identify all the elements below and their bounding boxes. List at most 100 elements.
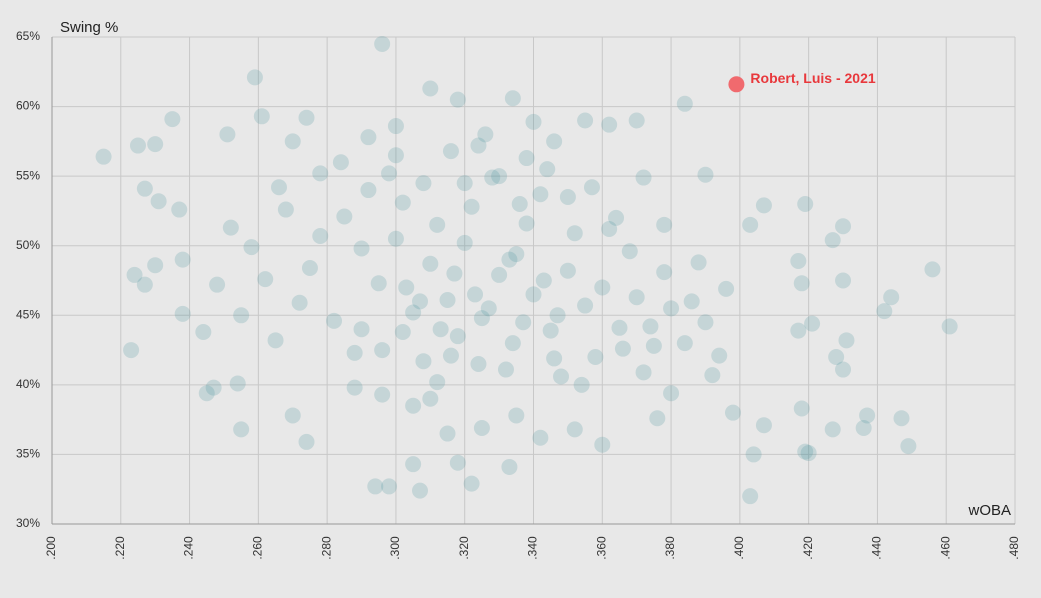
point xyxy=(367,478,384,495)
point xyxy=(608,209,625,226)
point xyxy=(209,276,226,293)
point xyxy=(525,286,542,303)
point xyxy=(539,161,556,178)
point xyxy=(797,195,814,212)
point xyxy=(198,385,215,402)
point xyxy=(676,335,693,352)
point xyxy=(412,482,429,499)
point xyxy=(336,208,353,225)
point xyxy=(635,364,652,381)
point xyxy=(243,239,260,256)
point xyxy=(697,166,714,183)
point xyxy=(793,400,810,417)
point xyxy=(477,126,494,143)
point xyxy=(742,488,759,505)
x-tick-label: .420 xyxy=(801,536,815,560)
point xyxy=(724,404,741,421)
x-tick-label: .460 xyxy=(938,536,952,560)
x-axis-title: wOBA xyxy=(967,502,1011,519)
point xyxy=(546,350,563,367)
point xyxy=(253,108,270,125)
point xyxy=(429,374,446,391)
point xyxy=(432,321,449,338)
point xyxy=(635,169,652,186)
point xyxy=(824,421,841,438)
point xyxy=(470,355,487,372)
point xyxy=(123,342,140,359)
point xyxy=(566,421,583,438)
point xyxy=(422,390,439,407)
point xyxy=(267,332,284,349)
point xyxy=(601,116,618,133)
point xyxy=(491,168,508,185)
y-tick-label: 45% xyxy=(16,307,40,321)
x-tick-label: .340 xyxy=(526,536,540,560)
point xyxy=(312,227,329,244)
point xyxy=(755,417,772,434)
point xyxy=(473,310,490,327)
point xyxy=(284,133,301,150)
point xyxy=(583,179,600,196)
point xyxy=(711,347,728,364)
y-tick-label: 55% xyxy=(16,168,40,182)
point xyxy=(546,133,563,150)
point xyxy=(312,165,329,182)
point xyxy=(924,261,941,278)
point xyxy=(126,266,143,283)
point xyxy=(549,307,566,324)
point xyxy=(800,445,817,462)
point xyxy=(683,293,700,310)
point xyxy=(621,243,638,260)
point xyxy=(518,150,535,167)
point xyxy=(594,436,611,453)
point xyxy=(577,112,594,129)
point xyxy=(381,165,398,182)
point xyxy=(298,109,315,126)
point xyxy=(883,289,900,306)
point xyxy=(439,291,456,308)
x-tick-label: .400 xyxy=(732,536,746,560)
point xyxy=(326,312,343,329)
y-tick-label: 30% xyxy=(16,516,40,530)
point xyxy=(277,201,294,218)
y-tick-label: 35% xyxy=(16,447,40,461)
point xyxy=(855,419,872,436)
point xyxy=(360,182,377,199)
point xyxy=(405,456,422,473)
y-tick-label: 40% xyxy=(16,377,40,391)
point xyxy=(412,293,429,310)
point xyxy=(941,318,958,335)
point xyxy=(508,246,525,263)
point xyxy=(504,90,521,107)
point xyxy=(697,314,714,331)
point xyxy=(298,433,315,450)
point xyxy=(559,189,576,206)
point xyxy=(876,303,893,320)
point xyxy=(415,353,432,370)
point xyxy=(511,195,528,212)
point xyxy=(480,300,497,317)
point xyxy=(429,216,446,233)
point xyxy=(346,344,363,361)
point xyxy=(136,276,153,293)
point xyxy=(398,279,415,296)
point xyxy=(129,137,146,154)
point xyxy=(374,342,391,359)
point xyxy=(690,254,707,271)
point xyxy=(573,376,590,393)
grid xyxy=(51,36,1016,525)
point xyxy=(463,475,480,492)
point xyxy=(150,193,167,210)
point xyxy=(229,375,246,392)
point xyxy=(656,264,673,281)
y-tick-label: 50% xyxy=(16,238,40,252)
point xyxy=(394,194,411,211)
point xyxy=(171,201,188,218)
x-tick-label: .300 xyxy=(388,536,402,560)
point xyxy=(535,272,552,289)
point xyxy=(501,458,518,475)
point xyxy=(601,221,618,238)
x-tick-label: .320 xyxy=(457,536,471,560)
point xyxy=(645,337,662,354)
